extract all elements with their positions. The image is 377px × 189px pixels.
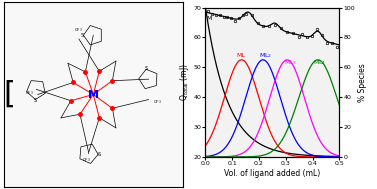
Y-axis label: % Species: % Species	[358, 63, 367, 102]
Y-axis label: Q$_{total}$ (mJ): Q$_{total}$ (mJ)	[178, 63, 191, 101]
Text: ML$_4$: ML$_4$	[313, 58, 326, 67]
X-axis label: Vol. of ligand added (mL): Vol. of ligand added (mL)	[224, 169, 320, 178]
Text: ML$_2$: ML$_2$	[259, 51, 272, 60]
Text: CF$_3$: CF$_3$	[74, 26, 83, 34]
Text: ML: ML	[236, 53, 245, 58]
Text: CF$_3$: CF$_3$	[82, 157, 90, 164]
Text: S: S	[97, 152, 101, 157]
Text: ML$_3$: ML$_3$	[284, 58, 297, 67]
Text: S: S	[81, 33, 84, 38]
Text: CF$_3$: CF$_3$	[25, 89, 34, 97]
Text: [: [	[3, 80, 15, 109]
Text: S: S	[34, 98, 37, 103]
Text: CF$_3$: CF$_3$	[153, 98, 162, 106]
Text: M: M	[207, 15, 212, 20]
Text: S: S	[144, 66, 147, 71]
Text: M: M	[88, 90, 99, 99]
